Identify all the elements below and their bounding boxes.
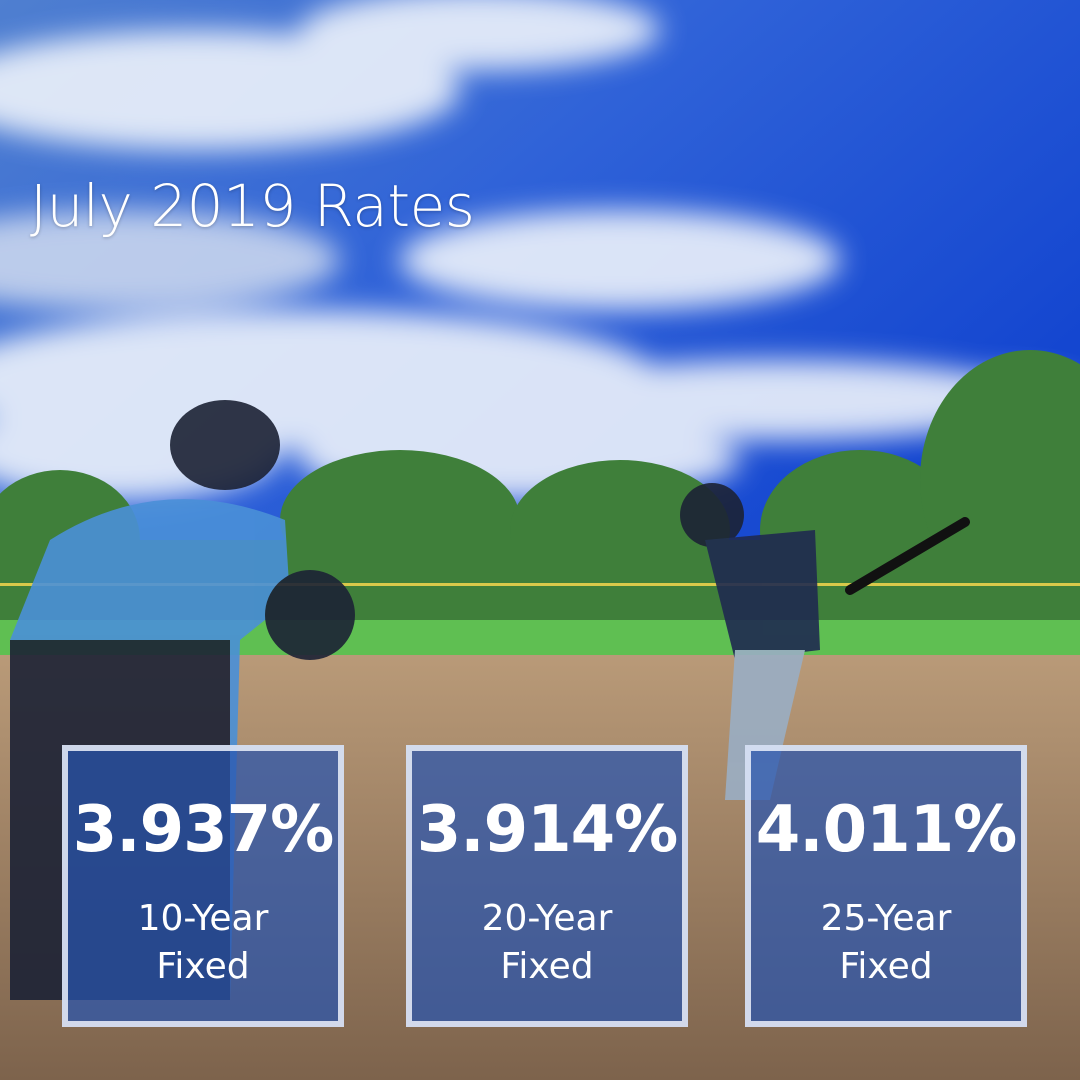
rate-card: 3.914% 20-Year Fixed (406, 745, 688, 1027)
rate-label: 25-Year Fixed (820, 898, 952, 987)
rate-value: 3.937% (72, 793, 335, 867)
title: July 2019 Rates (30, 172, 475, 240)
rate-label: 10-Year Fixed (137, 898, 269, 987)
rate-value: 3.914% (416, 793, 679, 867)
rate-card: 4.011% 25-Year Fixed (745, 745, 1027, 1027)
rate-label: 20-Year Fixed (481, 898, 613, 987)
rate-card: 3.937% 10-Year Fixed (62, 745, 344, 1027)
rate-value: 4.011% (755, 793, 1018, 867)
